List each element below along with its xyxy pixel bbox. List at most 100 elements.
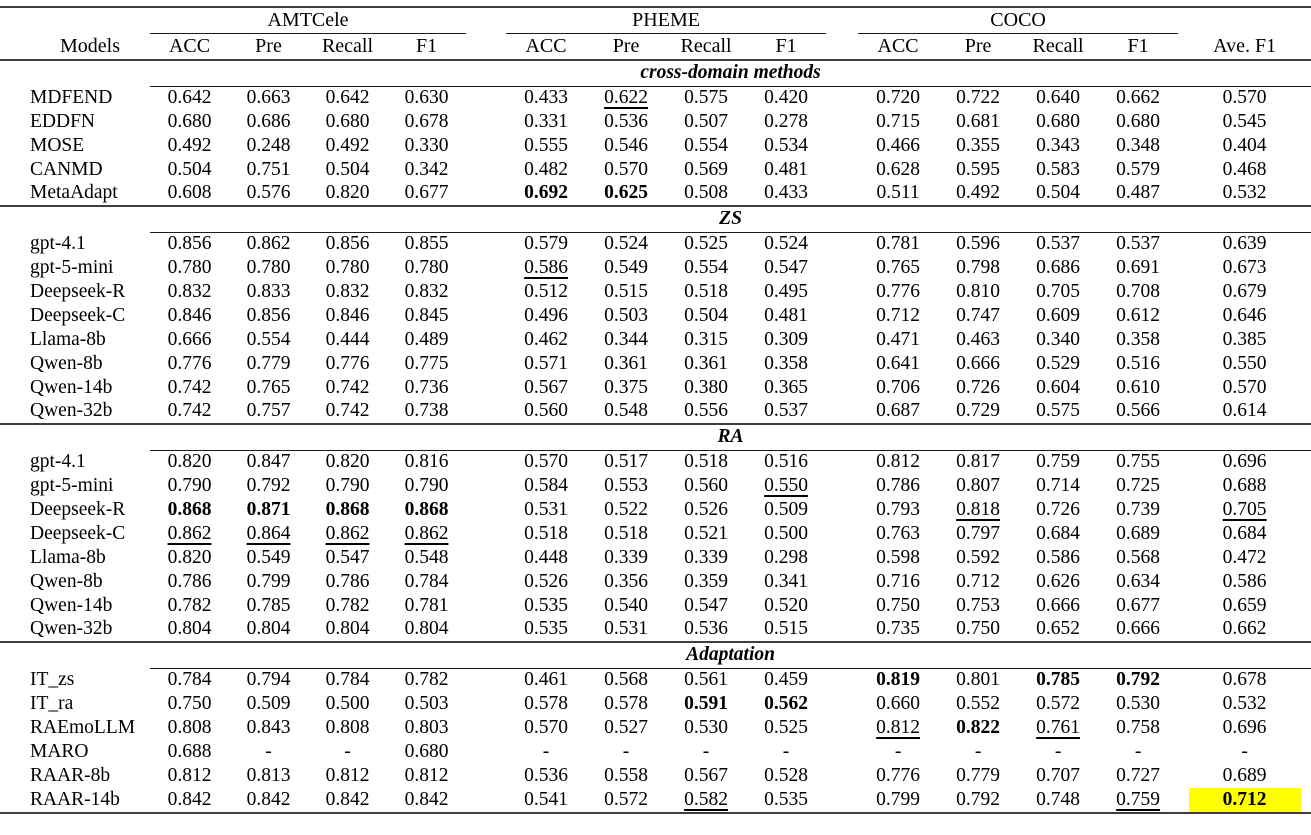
metric-cell: 0.780 <box>387 256 466 280</box>
metric-cell: 0.518 <box>666 450 746 474</box>
table-row: IT_zs 0.784 0.794 0.784 0.782 0.461 0.568 0.561… <box>0 668 1311 692</box>
table-row: Deepseek-C 0.862 0.864 0.862 0.862 0.518 0.518… <box>0 522 1311 546</box>
metric-value: 0.344 <box>604 328 648 350</box>
metric-cell: 0.361 <box>586 352 666 376</box>
col-header-acc: ACC <box>858 33 939 61</box>
metric-cell: 0.812 <box>858 716 938 740</box>
metric-cell: 0.688 <box>150 740 229 764</box>
metric-cell: 0.576 <box>229 182 308 206</box>
metric-cell: 0.735 <box>858 618 938 642</box>
section-header-spacer <box>0 641 150 668</box>
table-row: MetaAdapt 0.608 0.576 0.820 0.677 0.692 0.625 0… <box>0 182 1311 206</box>
metric-value: 0.780 <box>246 256 291 278</box>
metric-cell: 0.686 <box>229 110 308 134</box>
metric-cell: 0.798 <box>938 256 1018 280</box>
model-name: Qwen-14b <box>30 376 113 398</box>
col-header-recall: Recall <box>666 33 747 61</box>
metric-cell: 0.680 <box>1098 110 1178 134</box>
column-gap <box>826 328 858 352</box>
metric-cell: 0.862 <box>229 232 308 256</box>
metric-value: 0.765 <box>876 256 921 278</box>
metric-value: 0.516 <box>1116 352 1161 374</box>
metric-value: 0.330 <box>404 134 449 156</box>
metric-cell: 0.595 <box>938 158 1018 182</box>
metric-cell: 0.420 <box>746 86 826 110</box>
column-gap <box>826 788 858 813</box>
metric-value: 0.735 <box>876 618 921 640</box>
column-gap <box>466 86 506 110</box>
metric-value: 0.779 <box>246 352 291 374</box>
metric-value: 0.342 <box>404 158 449 180</box>
metric-value: 0.525 <box>764 716 808 738</box>
metric-value: - <box>542 740 550 762</box>
metric-value: 0.361 <box>604 352 648 374</box>
metric-value: 0.804 <box>325 618 370 640</box>
metric-cell: 0.516 <box>1098 352 1178 376</box>
ave-header-spacer <box>1178 6 1311 33</box>
metric-value: 0.758 <box>1116 716 1161 738</box>
metric-cell: 0.686 <box>1018 256 1098 280</box>
metric-cell: 0.525 <box>666 232 746 256</box>
metric-cell: 0.666 <box>938 352 1018 376</box>
metric-cell: 0.348 <box>1098 134 1178 158</box>
metric-value: 0.792 <box>956 788 1001 810</box>
col-header-acc: ACC <box>150 33 229 61</box>
metric-cell: 0.547 <box>308 546 387 570</box>
metric-value: 0.532 <box>1222 182 1267 204</box>
metric-cell: 0.808 <box>308 716 387 740</box>
column-gap <box>466 232 506 256</box>
metric-cell: 0.535 <box>506 618 586 642</box>
metric-cell: 0.535 <box>746 788 826 813</box>
metric-cell: 0.554 <box>666 134 746 158</box>
metric-cell: 0.578 <box>586 692 666 716</box>
metric-value: 0.528 <box>764 764 808 786</box>
metric-cell: 0.687 <box>858 400 938 424</box>
metric-value: 0.833 <box>246 280 291 302</box>
metric-cell: 0.786 <box>308 570 387 594</box>
metric-cell: 0.521 <box>666 522 746 546</box>
metric-cell: 0.626 <box>1018 570 1098 594</box>
ave-f1-cell: 0.639 <box>1178 232 1311 256</box>
metric-cell: 0.727 <box>1098 764 1178 788</box>
metric-value: 0.365 <box>764 376 808 398</box>
metric-value: 0.784 <box>167 669 212 691</box>
metric-cell: 0.847 <box>229 450 308 474</box>
ave-f1-cell: 0.673 <box>1178 256 1311 280</box>
metric-cell: 0.816 <box>387 450 466 474</box>
metric-value: 0.715 <box>876 110 921 132</box>
metric-cell: 0.471 <box>858 328 938 352</box>
metric-value: 0.786 <box>325 570 370 592</box>
metric-value: 0.686 <box>1036 256 1081 278</box>
metric-value: 0.677 <box>1116 594 1161 616</box>
metric-value: 0.536 <box>604 110 648 132</box>
metric-cell: 0.356 <box>586 570 666 594</box>
column-gap <box>466 618 506 642</box>
metric-value: - <box>894 740 902 762</box>
column-gap <box>466 450 506 474</box>
ave-f1-cell: 0.550 <box>1178 352 1311 376</box>
metric-cell: 0.750 <box>938 618 1018 642</box>
column-gap <box>826 668 858 692</box>
metric-value: 0.750 <box>167 692 212 714</box>
ave-f1-cell: 0.696 <box>1178 716 1311 740</box>
metric-value: 0.689 <box>1222 764 1267 786</box>
metric-cell: 0.750 <box>150 692 229 716</box>
metric-value: 0.832 <box>404 280 449 302</box>
metric-value: 0.487 <box>1116 182 1161 204</box>
metric-value: 0.511 <box>876 182 920 204</box>
metric-value: 0.570 <box>524 716 568 738</box>
metric-cell: 0.526 <box>506 570 586 594</box>
metric-value: 0.706 <box>876 376 921 398</box>
metric-cell: 0.832 <box>387 280 466 304</box>
metric-value: 0.550 <box>764 474 808 496</box>
column-gap <box>466 668 506 692</box>
metric-value: 0.558 <box>604 764 648 786</box>
model-name: MDFEND <box>30 86 113 108</box>
metric-value: 0.804 <box>404 618 449 640</box>
metric-value: 0.537 <box>1116 233 1161 255</box>
column-gap <box>466 692 506 716</box>
column-gap <box>826 618 858 642</box>
table-row: Llama-8b 0.666 0.554 0.444 0.489 0.462 0.344 0.… <box>0 328 1311 352</box>
column-gap <box>826 280 858 304</box>
metric-value: 0.556 <box>684 400 728 422</box>
